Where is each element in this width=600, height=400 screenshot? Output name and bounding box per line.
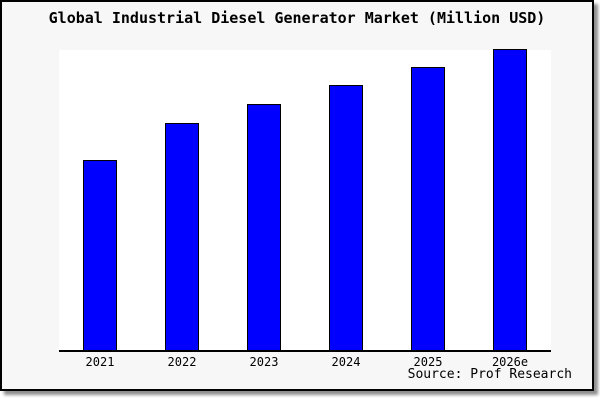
x-tick-label: 2021: [85, 355, 115, 369]
bar-2026e: [493, 49, 527, 350]
plot-area: [59, 49, 551, 352]
source-note: Source: Prof Research: [407, 367, 572, 382]
bar-2025: [411, 67, 445, 350]
x-tick-label: 2025: [413, 355, 443, 369]
x-tick-label: 2023: [249, 355, 279, 369]
bar-2024: [329, 85, 363, 350]
bar-2023: [247, 104, 281, 350]
x-tick-label: 2026e: [491, 355, 529, 369]
x-tick-label: 2022: [167, 355, 197, 369]
chart-frame: Global Industrial Diesel Generator Marke…: [0, 0, 594, 391]
x-axis-labels: 2021 2022 2023 2024 2025 2026e: [59, 355, 551, 369]
bar-2022: [165, 123, 199, 350]
x-tick-label: 2024: [331, 355, 361, 369]
chart-title: Global Industrial Diesel Generator Marke…: [48, 9, 546, 27]
bar-2021: [83, 160, 117, 350]
